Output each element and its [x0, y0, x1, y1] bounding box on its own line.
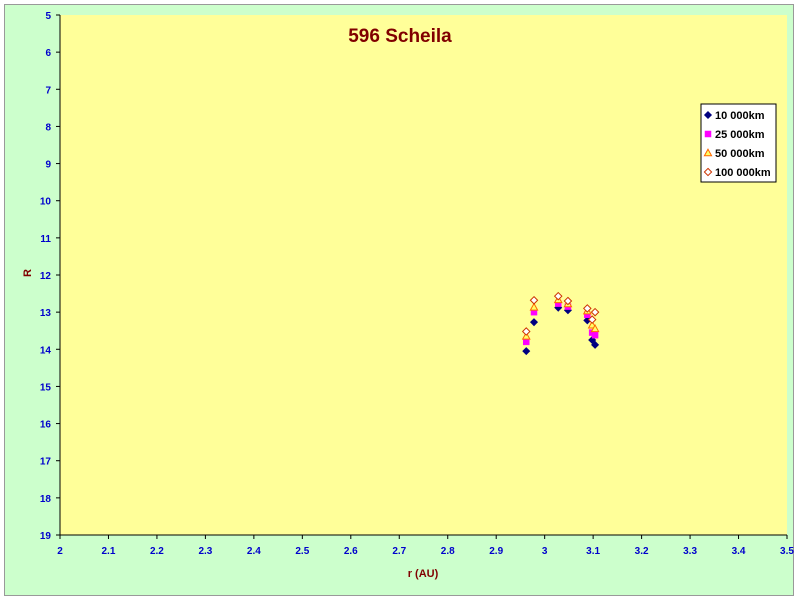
legend-marker: [703, 167, 713, 177]
axes: [56, 14, 788, 539]
x-axis-title: r (AU): [408, 568, 439, 580]
chart-title: 596 Scheila: [348, 26, 452, 47]
x-tick-label: 3.2: [635, 546, 649, 557]
legend-item: 10 000km: [703, 110, 765, 122]
x-tick-label: 3.4: [732, 546, 746, 557]
legend-label: 25 000km: [715, 129, 765, 141]
data-point: [522, 338, 530, 346]
data-point: [529, 318, 539, 327]
plot-area: [60, 15, 787, 535]
legend-item: 50 000km: [703, 148, 765, 160]
legend-label: 100 000km: [715, 167, 771, 179]
data-points: [521, 291, 600, 356]
y-tick-label: 10: [40, 197, 52, 208]
x-tick-label: 2.4: [247, 546, 261, 557]
y-tick-label: 6: [45, 48, 51, 59]
y-tick-label: 5: [45, 11, 51, 22]
legend-label: 50 000km: [715, 148, 765, 160]
x-tick-label: 3.5: [780, 546, 794, 557]
data-point: [591, 331, 599, 339]
y-tick-label: 17: [40, 457, 52, 468]
x-tick-label: 3.3: [683, 546, 697, 557]
data-point: [521, 331, 531, 340]
data-point: [522, 347, 531, 356]
y-tick-label: 19: [40, 531, 52, 542]
data-point: [529, 295, 539, 305]
x-tick-label: 2.1: [102, 546, 116, 557]
y-tick-label: 16: [40, 420, 52, 431]
series-4: [521, 291, 600, 336]
x-tick-label: 2.3: [198, 546, 212, 557]
x-tick-label: 2: [57, 546, 63, 557]
legend-label: 10 000km: [715, 110, 765, 122]
legend-marker: [703, 110, 713, 120]
y-tick-label: 13: [40, 308, 52, 319]
data-point: [591, 340, 600, 349]
data-point: [590, 307, 600, 317]
legend-marker: [703, 148, 713, 157]
y-tick-label: 14: [40, 345, 52, 356]
x-tick-label: 2.8: [441, 546, 455, 557]
x-tick-label: 3.1: [586, 546, 600, 557]
legend-item: 100 000km: [703, 167, 771, 179]
data-point: [521, 327, 531, 336]
data-point: [583, 304, 592, 313]
legend-marker: [704, 130, 712, 138]
x-tick-label: 2.7: [392, 546, 406, 557]
x-tick-label: 2.5: [295, 546, 309, 557]
x-tick-label: 3: [542, 546, 548, 557]
legend-item: 25 000km: [704, 129, 765, 141]
y-tick-label: 12: [40, 271, 52, 282]
legend: 10 000km 25 000km 50 000km 100 000km: [700, 103, 777, 183]
data-point: [553, 291, 563, 301]
data-point: [587, 315, 597, 324]
legend-box: [700, 103, 777, 183]
x-tick-label: 2.2: [150, 546, 164, 557]
data-point: [529, 302, 539, 311]
y-tick-label: 8: [45, 122, 51, 133]
x-tick-label: 2.9: [489, 546, 503, 557]
y-axis-title: R: [22, 269, 34, 277]
y-tick-label: 18: [40, 494, 52, 505]
y-tick-label: 7: [45, 85, 51, 96]
y-tick-label: 15: [40, 382, 52, 393]
x-tick-label: 2.6: [344, 546, 358, 557]
data-point: [563, 296, 573, 306]
tick-labels: 5 6 7 8 9 10 11 12 13 14 15 16 17 18 19 2 2.1 2.2 2.3 2.4 2.…: [40, 11, 795, 557]
y-tick-label: 9: [45, 160, 51, 171]
data-point: [590, 324, 600, 333]
y-tick-label: 11: [40, 234, 51, 245]
